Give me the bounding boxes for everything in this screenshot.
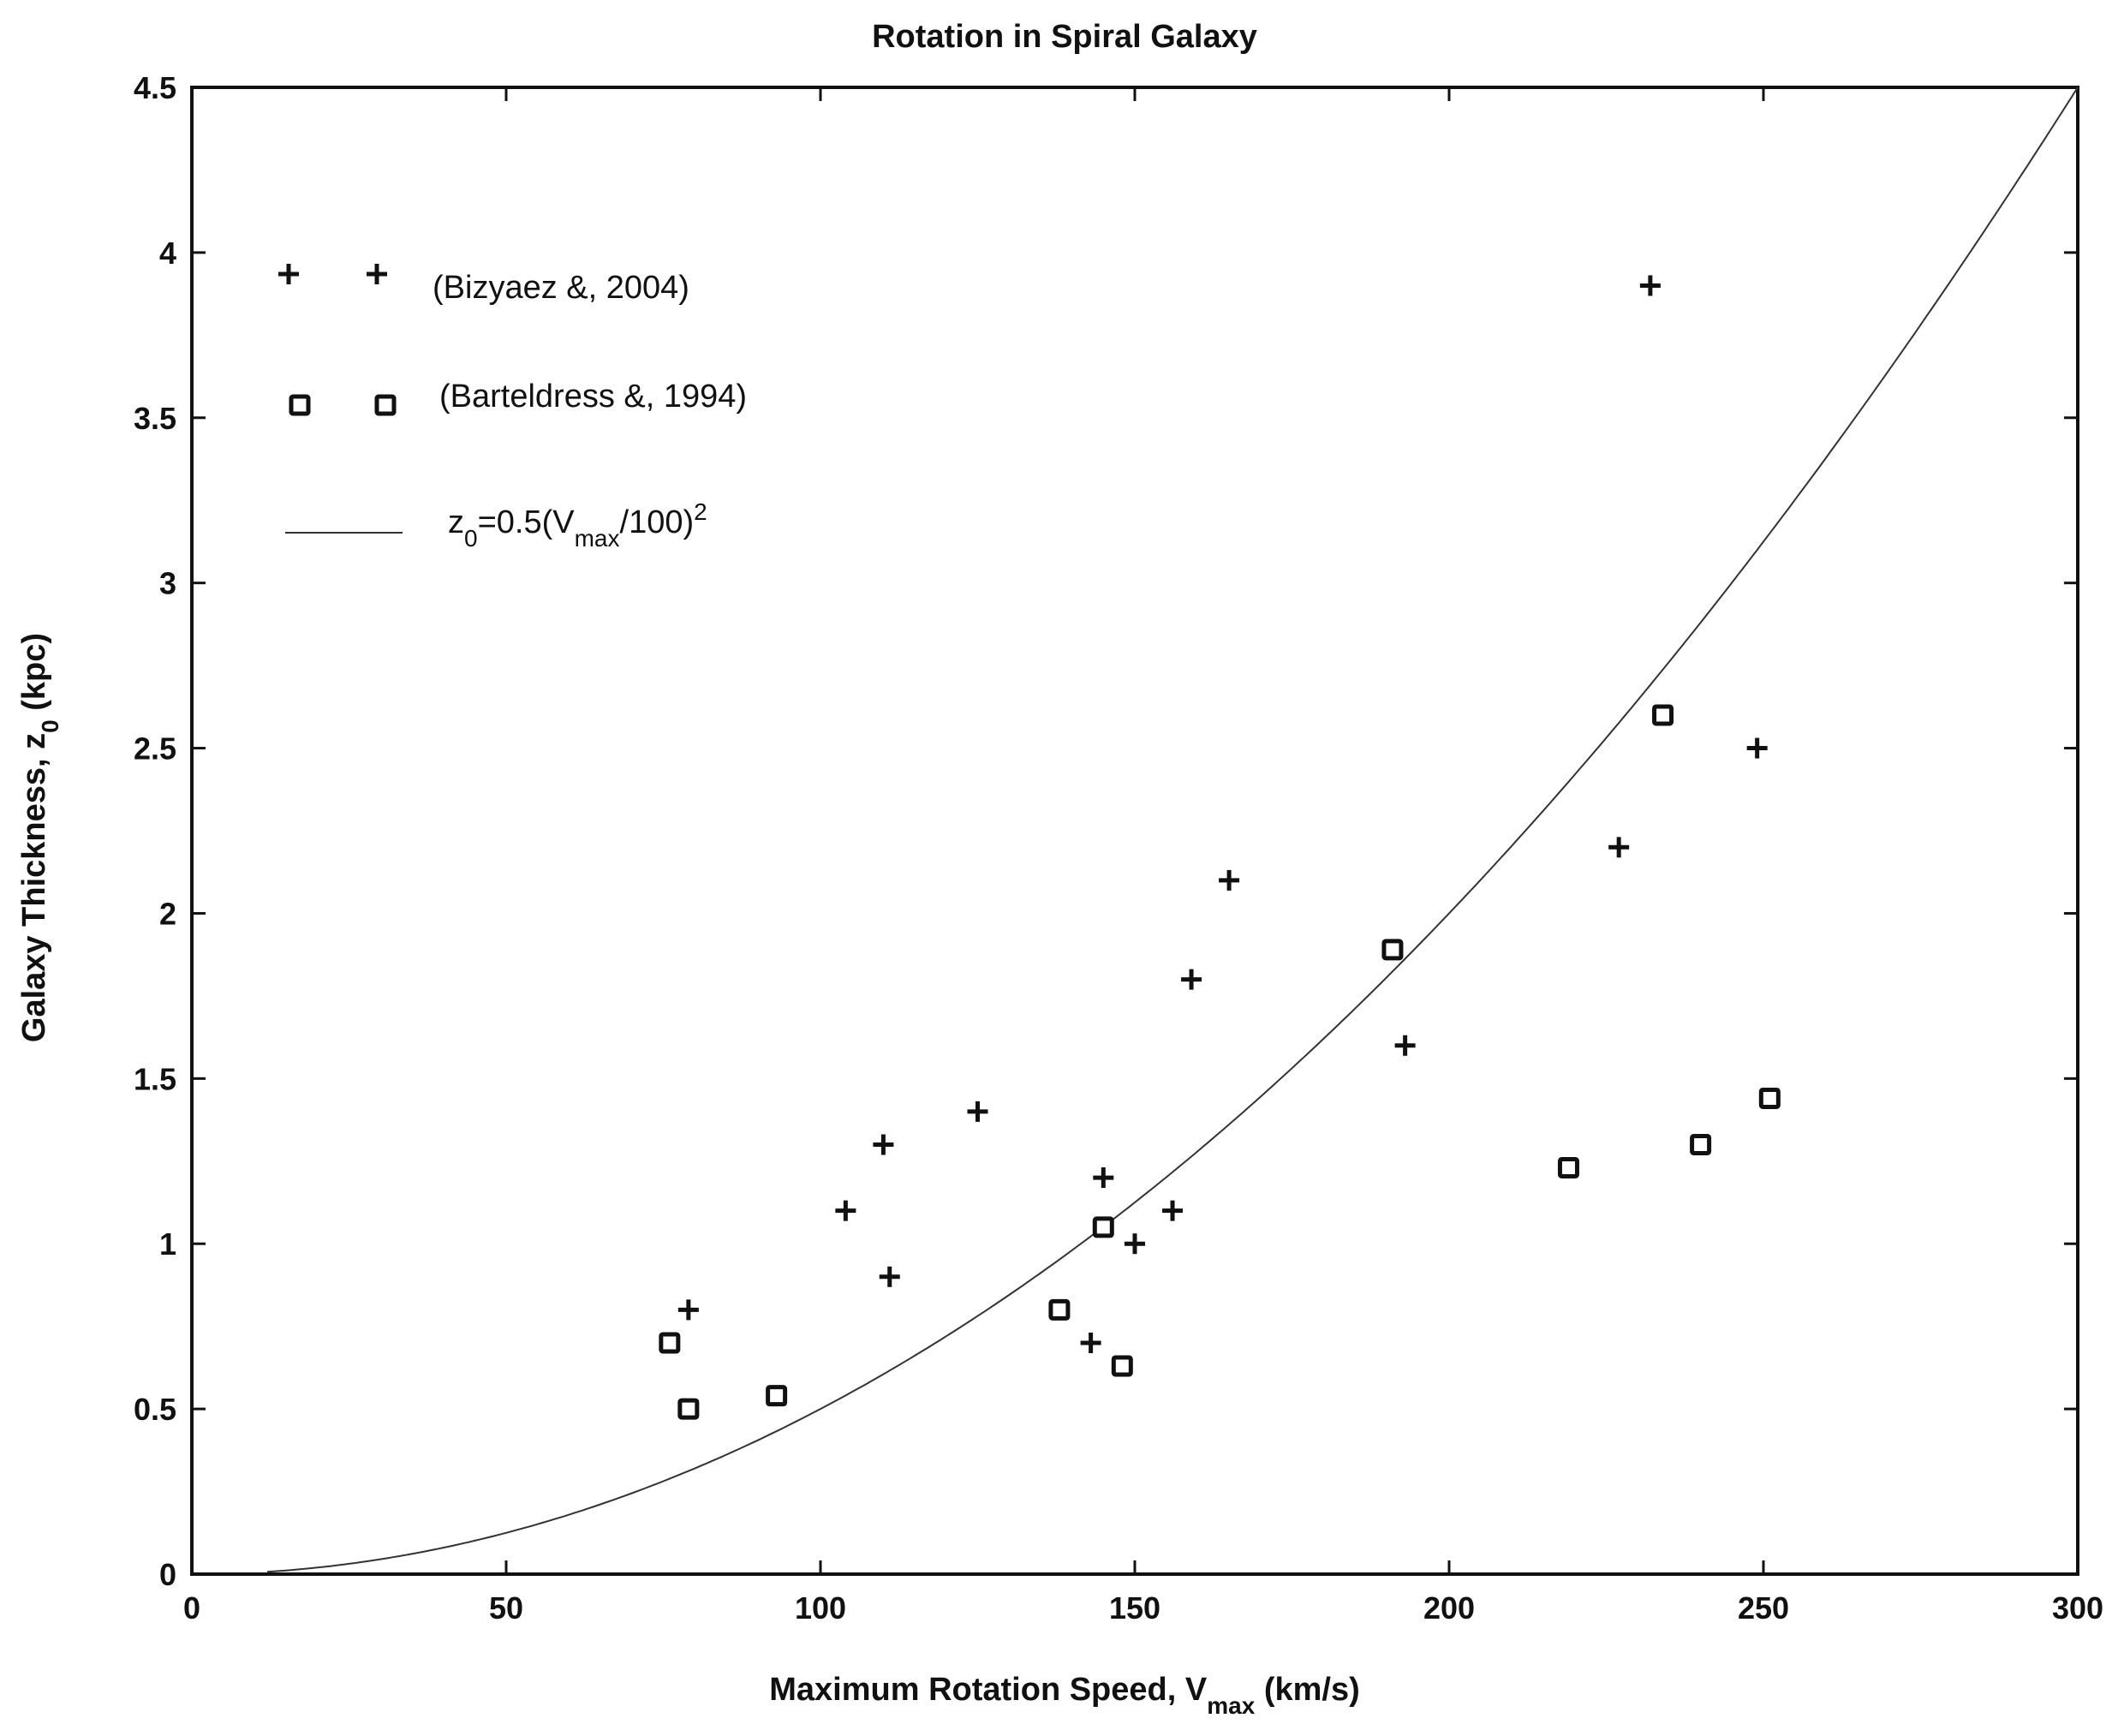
x-axis-label-tail: (km/s) bbox=[1255, 1672, 1359, 1708]
plus-point bbox=[1219, 869, 1240, 891]
x-tick-label: 0 bbox=[183, 1590, 200, 1626]
x-axis-label: Maximum Rotation Speed, Vmax (km/s) bbox=[769, 1672, 1360, 1719]
plus-point bbox=[1639, 275, 1661, 296]
square-point bbox=[1557, 1156, 1579, 1178]
square-point bbox=[1381, 939, 1404, 961]
square-point bbox=[1048, 1298, 1071, 1321]
square-point bbox=[1652, 704, 1674, 726]
x-tick-label: 100 bbox=[795, 1590, 846, 1626]
square-point bbox=[1111, 1355, 1133, 1377]
y-tick-label: 1.5 bbox=[134, 1061, 176, 1096]
legend-label-barteldress: (Barteldress &, 1994) bbox=[439, 379, 747, 415]
plus-point bbox=[1746, 737, 1768, 759]
y-tick-label: 3.5 bbox=[134, 401, 176, 436]
square-point bbox=[1092, 1216, 1114, 1238]
y-tick-label: 0 bbox=[159, 1557, 176, 1592]
plus-point bbox=[1093, 1167, 1114, 1189]
plus-point bbox=[1394, 1035, 1416, 1056]
y-tick-label: 2 bbox=[159, 896, 176, 931]
plus-point bbox=[1162, 1200, 1184, 1221]
legend-plus-markers bbox=[278, 264, 387, 284]
legend-square-marker bbox=[374, 394, 397, 416]
x-axis-label-sub: max bbox=[1207, 1692, 1255, 1719]
x-tick-label: 150 bbox=[1109, 1590, 1160, 1626]
y-tick-label: 4.5 bbox=[134, 70, 176, 105]
x-tick-label: 250 bbox=[1738, 1590, 1789, 1626]
square-point bbox=[1690, 1133, 1712, 1155]
plus-point bbox=[677, 1299, 699, 1321]
plus-point bbox=[1181, 969, 1202, 990]
x-tick-label: 200 bbox=[1423, 1590, 1475, 1626]
legend-square-markers bbox=[289, 394, 397, 416]
plus-point bbox=[835, 1200, 856, 1221]
y-tick-label: 1 bbox=[159, 1226, 176, 1262]
plus-point bbox=[967, 1101, 988, 1122]
legend-plus-marker bbox=[278, 264, 299, 284]
plot-frame bbox=[190, 86, 2079, 1576]
axes bbox=[190, 86, 2079, 1576]
y-ticks: 0 0.5 1 1.5 2 2.5 3 3.5 4 4.5 bbox=[134, 70, 2078, 1592]
x-ticks: 0 50 100 150 200 250 300 bbox=[183, 87, 2103, 1626]
x-tick-label: 300 bbox=[2052, 1590, 2103, 1626]
data-points bbox=[659, 275, 1781, 1420]
x-tick-label: 50 bbox=[489, 1590, 523, 1626]
chart-title: Rotation in Spiral Galaxy bbox=[872, 19, 1257, 55]
legend-plus-marker bbox=[367, 264, 387, 284]
square-point bbox=[659, 1332, 681, 1354]
legend: (Bizyaez &, 2004) (Barteldress &, 1994) … bbox=[278, 264, 747, 552]
square-point bbox=[766, 1385, 788, 1407]
y-tick-label: 3 bbox=[159, 566, 176, 601]
legend-label-formula: z0=0.5(Vmax/100)2 bbox=[448, 498, 707, 552]
model-curve-line bbox=[267, 87, 2079, 1573]
y-axis-label: Galaxy Thickness, z0 (kpc) bbox=[16, 633, 63, 1042]
y-axis-label-tail: (kpc) bbox=[16, 633, 52, 719]
plus-point bbox=[1125, 1233, 1145, 1255]
y-tick-label: 4 bbox=[159, 236, 176, 271]
legend-label-bizyaez: (Bizyaez &, 2004) bbox=[433, 270, 689, 306]
x-axis-label-main: Maximum Rotation Speed, V bbox=[769, 1672, 1208, 1708]
plus-point bbox=[1608, 837, 1630, 858]
square-point bbox=[677, 1398, 700, 1420]
plus-point bbox=[879, 1266, 900, 1287]
plus-point bbox=[1080, 1332, 1101, 1353]
y-tick-label: 2.5 bbox=[134, 731, 176, 767]
y-axis-label-main: Galaxy Thickness, z bbox=[16, 733, 52, 1042]
y-axis-label-sub: 0 bbox=[37, 719, 63, 733]
legend-square-marker bbox=[289, 394, 311, 416]
square-point bbox=[1758, 1087, 1781, 1109]
model-curve bbox=[267, 87, 2079, 1573]
y-tick-label: 0.5 bbox=[134, 1392, 176, 1427]
plus-point bbox=[873, 1134, 894, 1155]
